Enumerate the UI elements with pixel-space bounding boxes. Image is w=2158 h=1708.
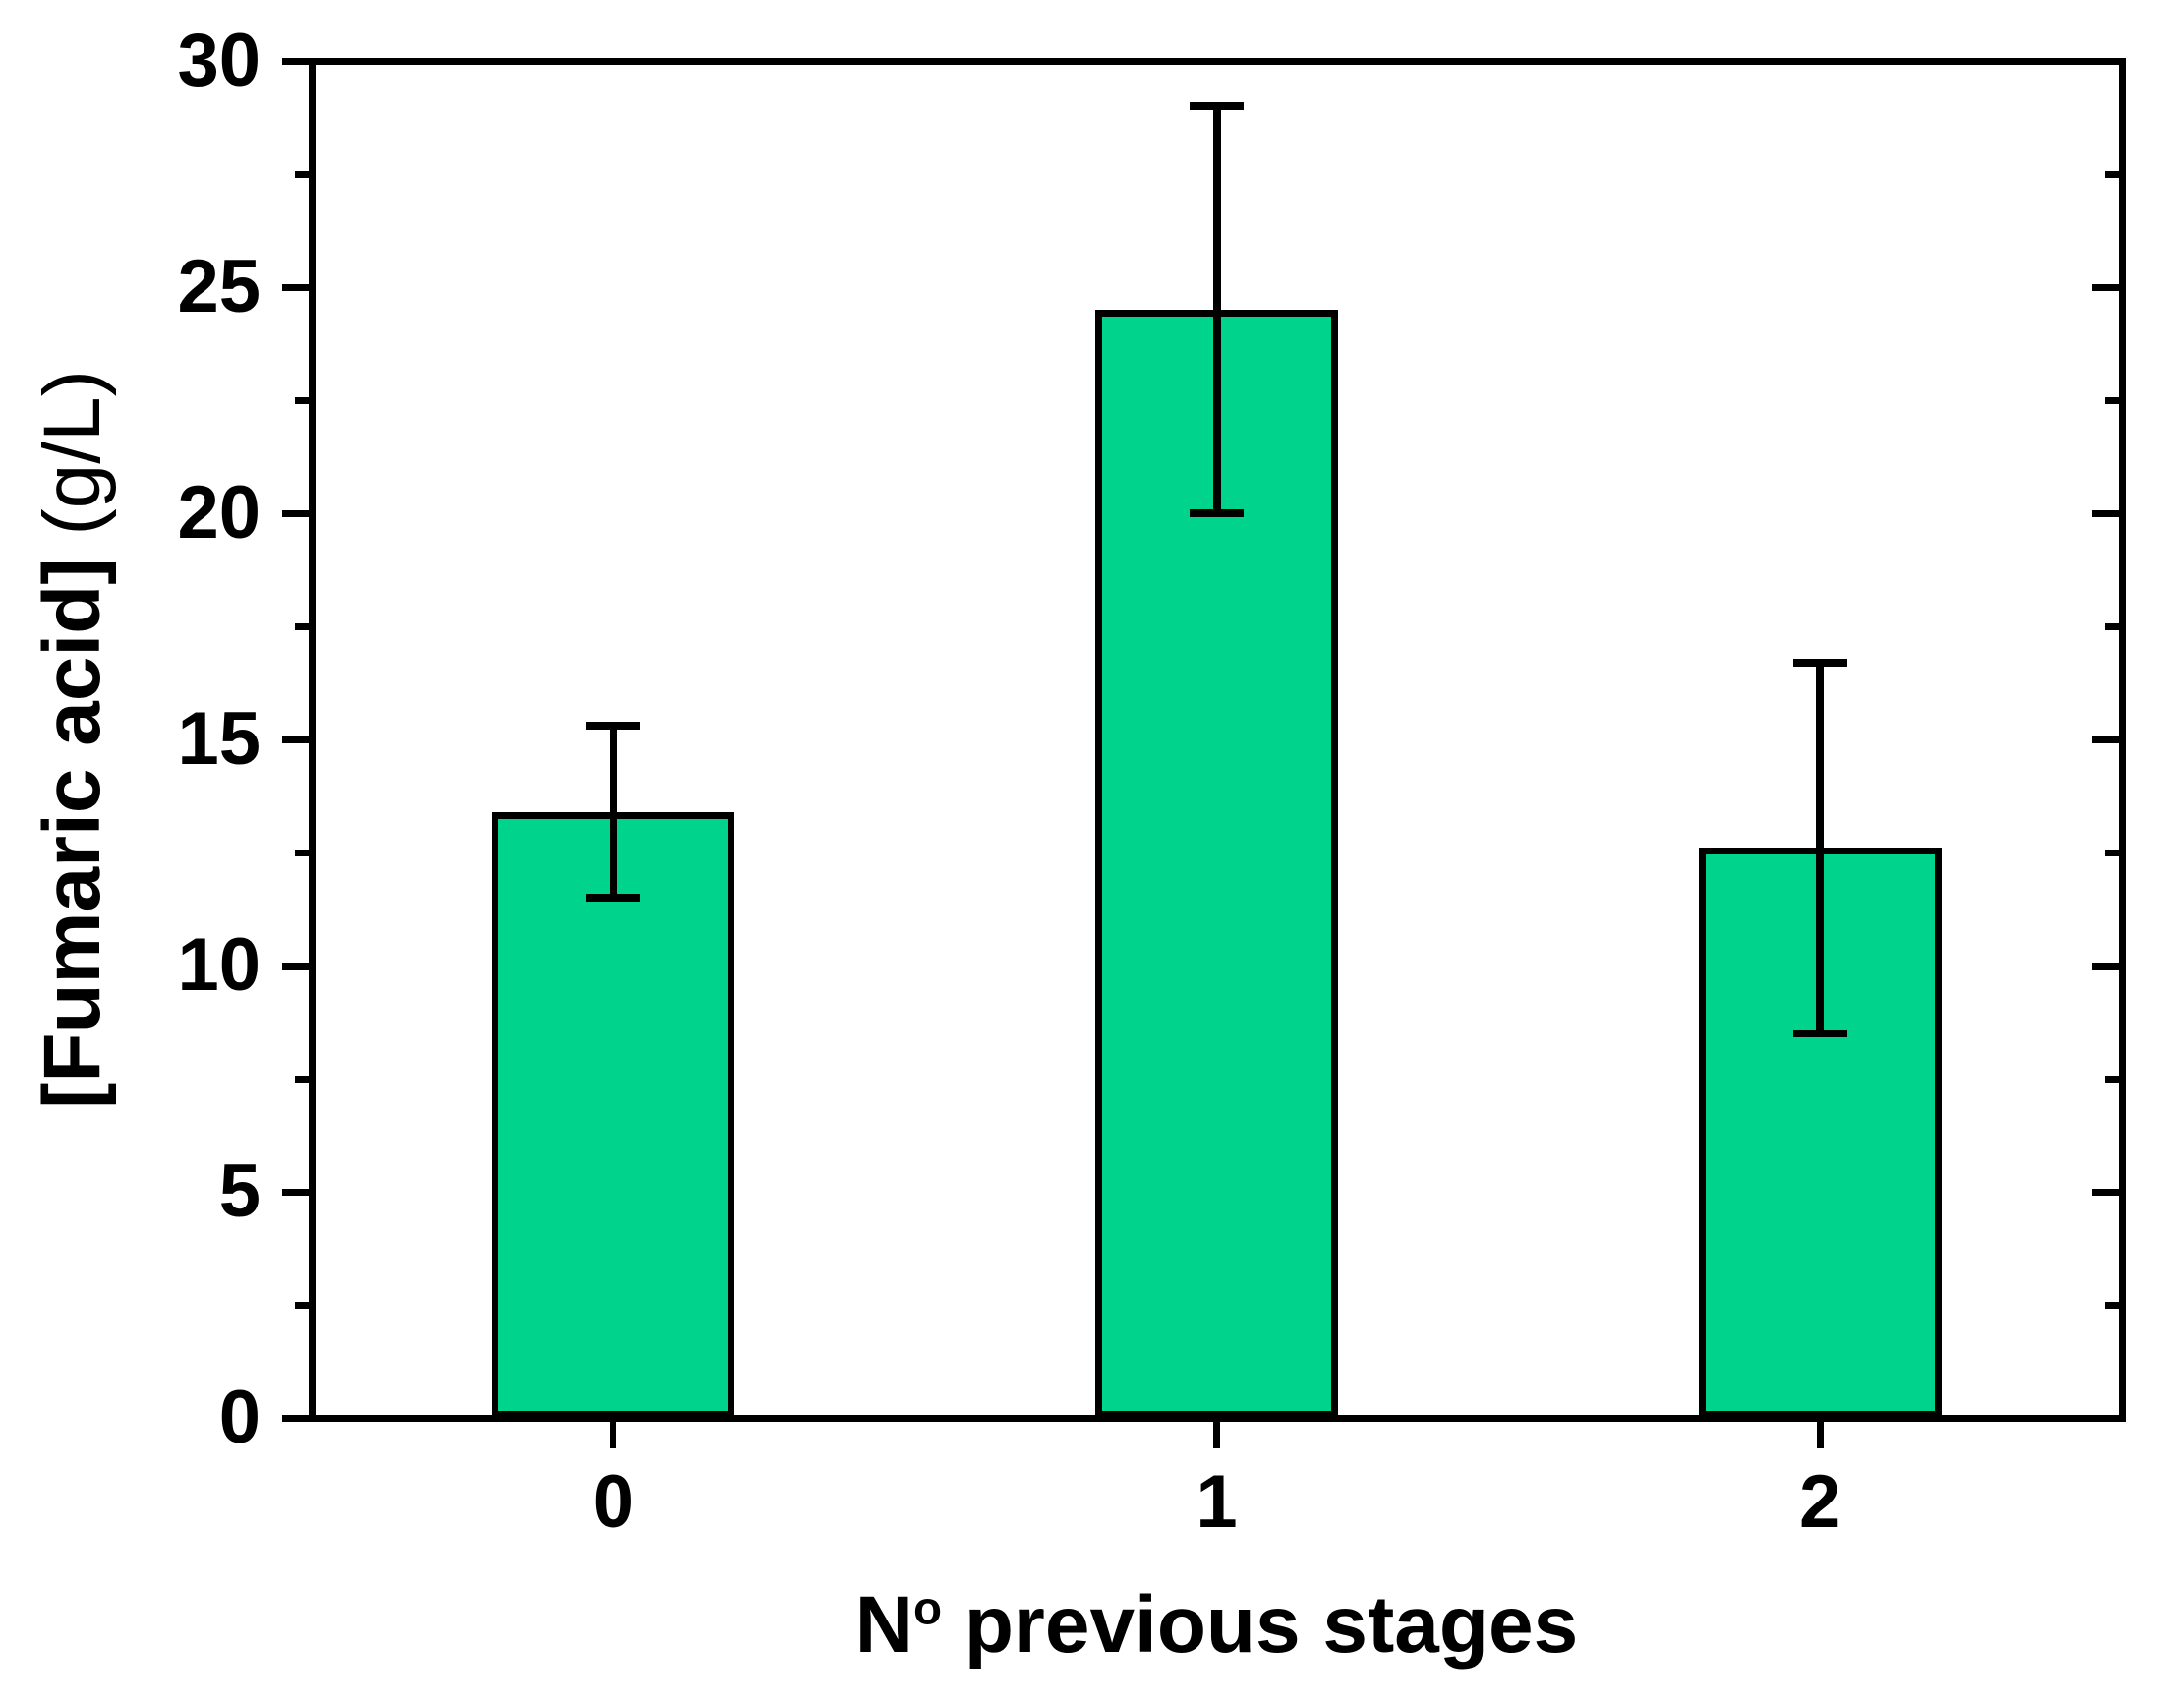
x-axis-title-prefix: N [854,1580,914,1670]
x-axis-tick [1213,1421,1220,1448]
y-axis-right-minor-tick [2104,1075,2126,1083]
error-bar-bottom-cap [586,894,641,902]
y-axis-minor-tick [294,849,316,856]
y-axis-major-tick [281,509,316,517]
y-axis-minor-tick [294,170,316,178]
y-axis-right-major-tick [2091,283,2126,291]
y-axis-major-tick [281,57,316,65]
error-bar-bottom-cap [1792,1030,1847,1037]
x-axis-title-rest: previous stages [942,1580,1579,1670]
plot-area-frame [308,57,2126,1422]
y-axis-major-tick [281,736,316,743]
y-axis-title-main: [Fumaric acid] [28,558,117,1109]
y-axis-tick-label: 30 [177,19,261,102]
x-axis-title: No previous stages [855,1585,1578,1666]
y-axis-minor-tick [294,622,316,630]
y-axis-minor-tick [294,396,316,404]
y-axis-major-tick [281,962,316,970]
x-axis-title-superscript: o [913,1582,943,1635]
x-axis-tick-label: 0 [592,1460,634,1544]
y-axis-tick-label: 20 [177,471,261,555]
y-axis-tick-label: 0 [218,1376,261,1459]
x-axis-tick [610,1421,617,1448]
error-bar-top-cap [1190,102,1244,110]
error-bar-top-cap [586,722,641,731]
y-axis-right-major-tick [2091,962,2126,970]
y-axis-major-tick [281,283,316,291]
error-bar-bottom-cap [1190,509,1244,517]
y-axis-tick-label: 15 [177,697,261,781]
error-bar-top-cap [1792,658,1847,667]
y-axis-right-major-tick [2091,1188,2126,1196]
y-axis-tick-label: 5 [218,1149,261,1233]
y-axis-right-minor-tick [2104,622,2126,630]
y-axis-minor-tick [294,1301,316,1309]
error-bar-line [609,726,617,898]
x-axis-tick-label: 1 [1196,1460,1238,1544]
y-axis-right-minor-tick [2104,396,2126,404]
error-bar-line [1816,662,1825,1033]
bar [492,811,735,1418]
y-axis-major-tick [281,1414,316,1422]
y-axis-right-minor-tick [2104,849,2126,856]
y-axis-right-minor-tick [2104,170,2126,178]
y-axis-major-tick [281,1188,316,1196]
y-axis-tick-label: 25 [177,245,261,328]
y-axis-minor-tick [294,1075,316,1083]
bar [1698,848,1942,1418]
error-bar-line [1212,106,1221,513]
y-axis-right-minor-tick [2104,1301,2126,1309]
y-axis-right-major-tick [2091,509,2126,517]
y-axis-tick-label: 10 [177,923,261,1007]
x-axis-tick-label: 2 [1799,1460,1841,1544]
x-axis-tick [1816,1421,1824,1448]
bar [1095,310,1338,1418]
y-axis-right-major-tick [2091,736,2126,743]
